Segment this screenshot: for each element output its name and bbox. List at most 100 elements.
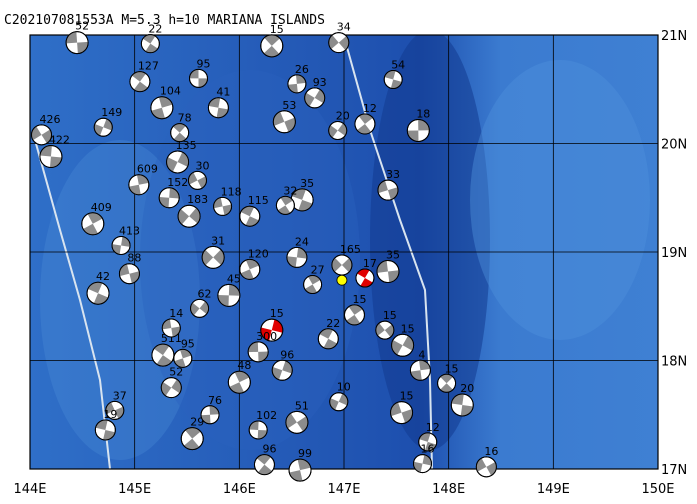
focal-mechanism: 96 [271, 348, 294, 381]
depth-label: 104 [160, 85, 181, 98]
depth-label: 300 [256, 330, 277, 343]
depth-label: 15 [270, 307, 284, 320]
compression-quadrant [422, 454, 432, 466]
depth-label: 17 [363, 257, 377, 270]
depth-label: 78 [178, 112, 192, 125]
focal-mechanism: 15 [375, 309, 397, 340]
compression-quadrant [357, 269, 370, 279]
depth-label: 102 [256, 409, 277, 422]
compression-quadrant [410, 370, 422, 381]
beachball-outline [286, 246, 308, 268]
beachball-outline [271, 359, 293, 381]
beachball-outline [94, 419, 116, 441]
focal-mechanism: 78 [170, 112, 192, 143]
compression-quadrant [41, 129, 52, 144]
beachball-outline [287, 74, 307, 94]
depth-label: 31 [211, 234, 225, 247]
focal-mechanism: 165 [331, 243, 361, 276]
compression-quadrant [258, 351, 269, 362]
compression-quadrant [171, 379, 182, 394]
depth-label: 609 [137, 163, 158, 176]
compression-quadrant [31, 126, 42, 141]
focal-mechanism: 52 [160, 366, 183, 399]
compression-quadrant [121, 236, 131, 247]
beachball-outline [140, 34, 160, 54]
beachball-outline [81, 212, 105, 236]
beachball-outline [390, 401, 414, 425]
compression-quadrant [131, 71, 146, 82]
beachball-outline [272, 110, 296, 134]
depth-label: 15 [352, 293, 366, 306]
beachball-outline [86, 281, 110, 305]
beachball-outline [253, 454, 275, 476]
depth-label: 22 [326, 317, 340, 330]
y-tick-label: 20N [661, 138, 687, 153]
focal-mechanism: 41 [207, 86, 230, 119]
depth-label: 15 [401, 322, 415, 335]
compression-quadrant [308, 275, 321, 285]
beachball-outline [239, 258, 261, 280]
focal-mechanism: 22 [317, 317, 340, 350]
compression-quadrant [229, 382, 244, 394]
depth-label: 422 [49, 134, 70, 147]
compression-quadrant [277, 205, 291, 215]
compression-quadrant [338, 36, 349, 51]
y-tick-label: 18N [661, 355, 687, 370]
compression-quadrant [169, 187, 180, 199]
compression-quadrant [249, 420, 259, 430]
depth-label: 26 [295, 63, 309, 76]
beachball-outline [166, 150, 190, 174]
compression-quadrant [129, 184, 141, 195]
x-tick-label: 149E [537, 482, 570, 497]
compression-quadrant [286, 256, 297, 268]
depth-label: 16 [421, 443, 435, 456]
compression-quadrant [486, 461, 497, 476]
depth-label: 183 [187, 193, 208, 206]
focal-mechanism: 4 [409, 348, 431, 381]
compression-quadrant [173, 132, 187, 142]
beachball-outline [187, 170, 207, 190]
beachball-outline [31, 124, 53, 146]
compression-quadrant [476, 458, 487, 472]
depth-label: 76 [208, 394, 222, 407]
compression-quadrant [271, 319, 283, 333]
depth-label: 14 [169, 307, 183, 320]
depth-label: 16 [484, 445, 498, 458]
compression-quadrant [297, 459, 311, 471]
beachball-outline [304, 87, 326, 109]
beachball-outline [129, 71, 151, 93]
compression-quadrant [190, 302, 200, 316]
compression-quadrant [177, 152, 189, 167]
compression-quadrant [189, 69, 199, 79]
beachball-outline [189, 68, 209, 88]
compression-quadrant [384, 324, 394, 338]
compression-quadrant [328, 35, 339, 50]
depth-label: 30 [195, 159, 209, 172]
compression-quadrant [136, 174, 149, 185]
compression-quadrant [289, 470, 303, 482]
focal-mechanism: 88 [118, 252, 141, 285]
compression-quadrant [188, 172, 198, 185]
compression-quadrant [95, 419, 108, 430]
depth-label: 4 [418, 348, 425, 361]
beachball-outline [260, 318, 284, 342]
compression-quadrant [197, 176, 207, 189]
epicenter [336, 274, 348, 286]
compression-quadrant [240, 206, 255, 217]
compression-quadrant [257, 429, 268, 439]
beachball-outline [376, 260, 400, 284]
compression-quadrant [228, 284, 240, 296]
beachball-outline [201, 245, 225, 269]
compression-quadrant [112, 244, 122, 255]
depth-label: 52 [169, 366, 183, 379]
compression-quadrant [87, 212, 103, 224]
depth-label: 99 [298, 447, 312, 460]
beachball-outline [227, 370, 251, 394]
depth-label: 115 [248, 194, 269, 207]
depth-label: 33 [386, 168, 400, 181]
compression-quadrant [198, 78, 208, 88]
depth-label: 15 [445, 362, 459, 375]
focal-mechanism: 15 [260, 307, 284, 342]
compression-quadrant [201, 414, 211, 424]
beachball-outline [391, 333, 415, 357]
